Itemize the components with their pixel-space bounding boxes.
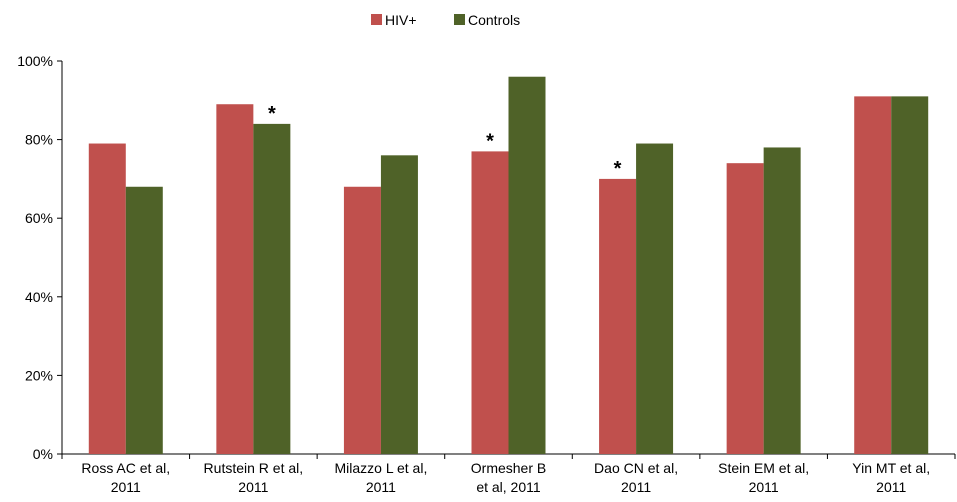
- y-tick-label: 100%: [17, 53, 53, 69]
- bar-hiv-: [471, 151, 509, 454]
- bar-hiv-: [343, 186, 381, 454]
- y-tick-label: 80%: [25, 132, 53, 148]
- y-tick-label: 20%: [25, 367, 53, 383]
- bar-hiv-: [216, 104, 254, 454]
- y-tick-label: 0%: [33, 446, 53, 462]
- y-tick-label: 60%: [25, 210, 53, 226]
- bar-controls: [891, 96, 929, 455]
- x-category-label: 2011: [876, 479, 906, 495]
- x-category-label: Rutstein R et al,: [204, 460, 304, 476]
- legend-label: HIV+: [385, 12, 417, 28]
- legend-swatch-hiv-: [371, 14, 382, 25]
- x-category-label: Ross AC et al,: [81, 460, 170, 476]
- bar-hiv-: [599, 178, 637, 454]
- x-category-label: 2011: [366, 479, 396, 495]
- bar-controls: [763, 147, 801, 454]
- x-category-label: et al, 2011: [476, 479, 541, 495]
- x-category-label: 2011: [238, 479, 268, 495]
- bar-controls: [125, 186, 163, 454]
- bar-hiv-: [88, 143, 126, 454]
- significance-asterisk: *: [486, 130, 494, 152]
- x-category-label: Dao CN et al,: [594, 460, 678, 476]
- x-category-label: 2011: [621, 479, 651, 495]
- x-category-label: Milazzo L et al,: [334, 460, 427, 476]
- bar-controls: [380, 155, 418, 454]
- bar-controls: [253, 123, 291, 454]
- x-category-label: Yin MT et al,: [852, 460, 930, 476]
- y-tick-label: 40%: [25, 289, 53, 305]
- bar-controls: [508, 76, 546, 454]
- bar-controls: [636, 143, 674, 454]
- x-category-label: Ormesher B: [471, 460, 546, 476]
- significance-asterisk: *: [268, 103, 276, 125]
- legend-swatch-controls: [454, 14, 465, 25]
- x-category-label: 2011: [111, 479, 141, 495]
- bar-hiv-: [726, 163, 764, 454]
- significance-asterisk: *: [614, 158, 622, 180]
- x-category-label: 2011: [749, 479, 779, 495]
- legend-label: Controls: [468, 12, 520, 28]
- x-category-label: Stein EM et al,: [718, 460, 809, 476]
- bar-hiv-: [854, 96, 892, 455]
